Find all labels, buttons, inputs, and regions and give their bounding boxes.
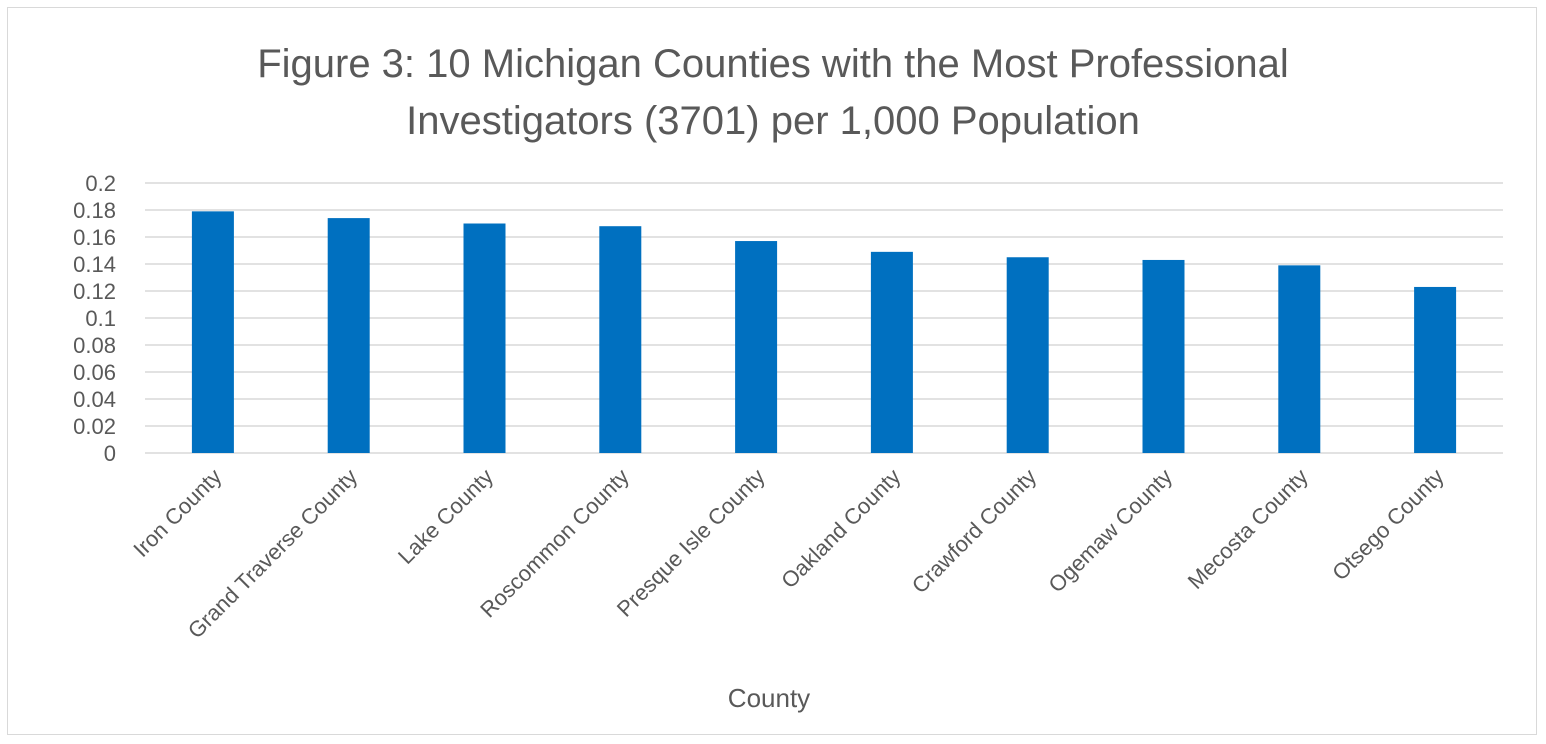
chart-title-line-1: Figure 3: 10 Michigan Counties with the … [257,42,1289,86]
bar [463,223,506,453]
x-category-label: Iron County [128,464,226,562]
x-category-label: Otsego County [1327,464,1448,585]
bar [870,251,913,453]
x-category-label: Mecosta County [1183,464,1313,594]
y-tick-label: 0.06 [73,360,116,385]
y-tick-label: 0.12 [73,279,116,304]
bar [1006,257,1049,453]
chart-title-line-2: Investigators (3701) per 1,000 Populatio… [406,99,1140,143]
bar [1278,265,1321,453]
y-tick-label: 0.16 [73,225,116,250]
y-tick-label: 0.1 [85,306,116,331]
y-tick-label: 0.04 [73,387,116,412]
y-tick-label: 0 [104,441,116,466]
x-category-label: Oakland County [776,464,905,593]
bar [1414,286,1457,453]
gridlines [145,182,1503,454]
y-tick-label: 0.2 [85,171,116,196]
y-tick-label: 0.02 [73,414,116,439]
x-category-label: Presque Isle County [612,464,770,622]
y-tick-label: 0.08 [73,333,116,358]
x-category-label: Lake County [393,464,498,569]
bar [599,226,642,453]
x-axis-title: County [728,683,810,713]
bar [1142,259,1185,453]
bar [327,218,370,453]
bar [191,211,234,453]
y-axis-tick-labels: 00.020.040.060.080.10.120.140.160.180.2 [73,171,116,466]
x-category-label: Ogemaw County [1043,464,1177,598]
x-category-label: Roscommon County [475,464,634,623]
bar [735,241,778,453]
bars [191,211,1457,453]
x-category-label: Crawford County [907,464,1041,598]
y-tick-label: 0.18 [73,198,116,223]
y-tick-label: 0.14 [73,252,116,277]
chart-title: Figure 3: 10 Michigan Counties with the … [0,36,1546,150]
